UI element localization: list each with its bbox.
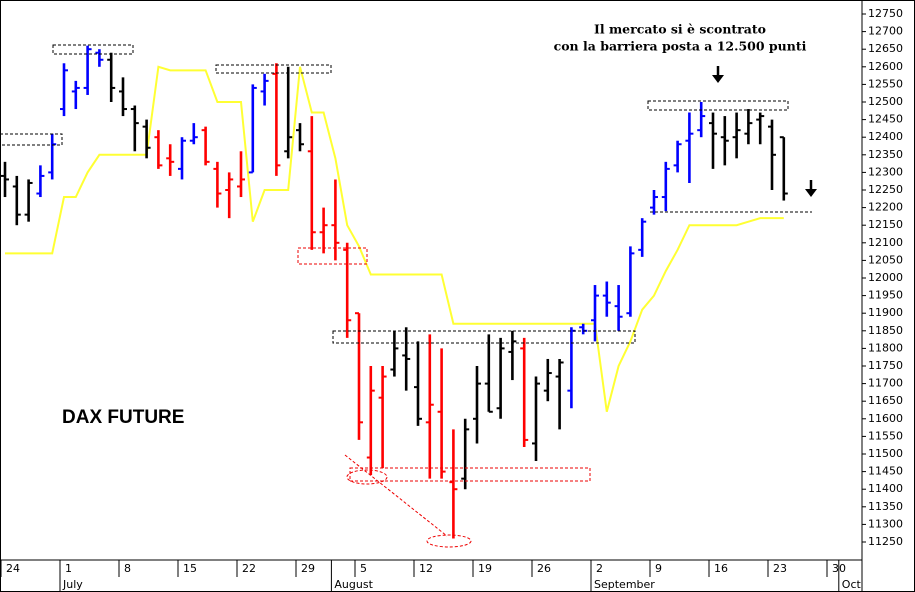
month-label: October: [842, 578, 886, 591]
x-tick-label: 12: [419, 562, 433, 575]
x-tick-label: 23: [773, 562, 787, 575]
month-label: September: [594, 578, 655, 591]
y-tick-label: 12750: [868, 7, 903, 20]
annotation: Il mercato si è scontrato: [594, 22, 766, 37]
y-tick-label: 12550: [868, 77, 903, 90]
y-tick-label: 11500: [868, 447, 903, 460]
y-tick-label: 11550: [868, 429, 903, 442]
x-tick-label: 16: [714, 562, 728, 575]
annotation: con la barriera posta a 12.500 punti: [554, 39, 807, 54]
y-tick-label: 12300: [868, 165, 903, 178]
range-box: [52, 44, 134, 55]
x-tick-label: 15: [183, 562, 197, 575]
x-tick-label: 1: [65, 562, 72, 575]
x-tick-label: 22: [242, 562, 256, 575]
plot: [1, 45, 788, 539]
y-tick-label: 11300: [868, 517, 903, 530]
y-tick-label: 12100: [868, 236, 903, 249]
ellipse-mark: [426, 534, 472, 548]
arrows: [712, 66, 817, 197]
y-tick-label: 12600: [868, 60, 903, 73]
x-tick-label: 5: [360, 562, 367, 575]
range-box: [0, 133, 63, 146]
y-tick-label: 12050: [868, 253, 903, 266]
y-tick-label: 11800: [868, 341, 903, 354]
annotations-layer: [0, 44, 812, 548]
x-tick-label: 9: [655, 562, 662, 575]
range-box: [332, 330, 636, 344]
y-tick-label: 12000: [868, 271, 903, 284]
y-tick-label: 11700: [868, 377, 903, 390]
y-tick-label: 12250: [868, 183, 903, 196]
y-tick-label: 12200: [868, 201, 903, 214]
y-tick-label: 12700: [868, 25, 903, 38]
range-box: [297, 247, 368, 265]
x-tick-label: 26: [537, 562, 551, 575]
indicator-line: [5, 65, 784, 413]
y-tick-label: 11750: [868, 359, 903, 372]
x-tick-label: 8: [124, 562, 131, 575]
chart-title: DAX FUTURE: [62, 407, 184, 428]
y-tick-label: 12150: [868, 218, 903, 231]
y-tick-label: 11900: [868, 306, 903, 319]
y-tick-label: 12400: [868, 130, 903, 143]
y-tick-label: 11950: [868, 289, 903, 302]
y-tick-label: 12650: [868, 42, 903, 55]
y-tick-label: 12500: [868, 95, 903, 108]
x-tick-label: 29: [301, 562, 315, 575]
range-box: [215, 64, 332, 74]
y-tick-label: 11250: [868, 535, 903, 548]
range-box: [349, 467, 591, 482]
y-tick-label: 11450: [868, 465, 903, 478]
x-tick-label: 2: [596, 562, 603, 575]
x-tick-label: 19: [478, 562, 492, 575]
month-label: July: [62, 578, 83, 591]
y-tick-label: 11350: [868, 500, 903, 513]
y-tick-label: 11850: [868, 324, 903, 337]
x-tick-label: 24: [6, 562, 20, 575]
arrow-head: [805, 189, 817, 197]
divergence-line: [344, 454, 448, 537]
arrow-head: [712, 75, 724, 83]
y-tick-label: 12350: [868, 148, 903, 161]
y-tick-label: 11650: [868, 394, 903, 407]
range-box: [647, 100, 789, 111]
y-tick-label: 11600: [868, 412, 903, 425]
y-tick-label: 12450: [868, 113, 903, 126]
y-tick-label: 11400: [868, 482, 903, 495]
ellipse-mark: [346, 469, 388, 485]
month-label: August: [334, 578, 373, 591]
